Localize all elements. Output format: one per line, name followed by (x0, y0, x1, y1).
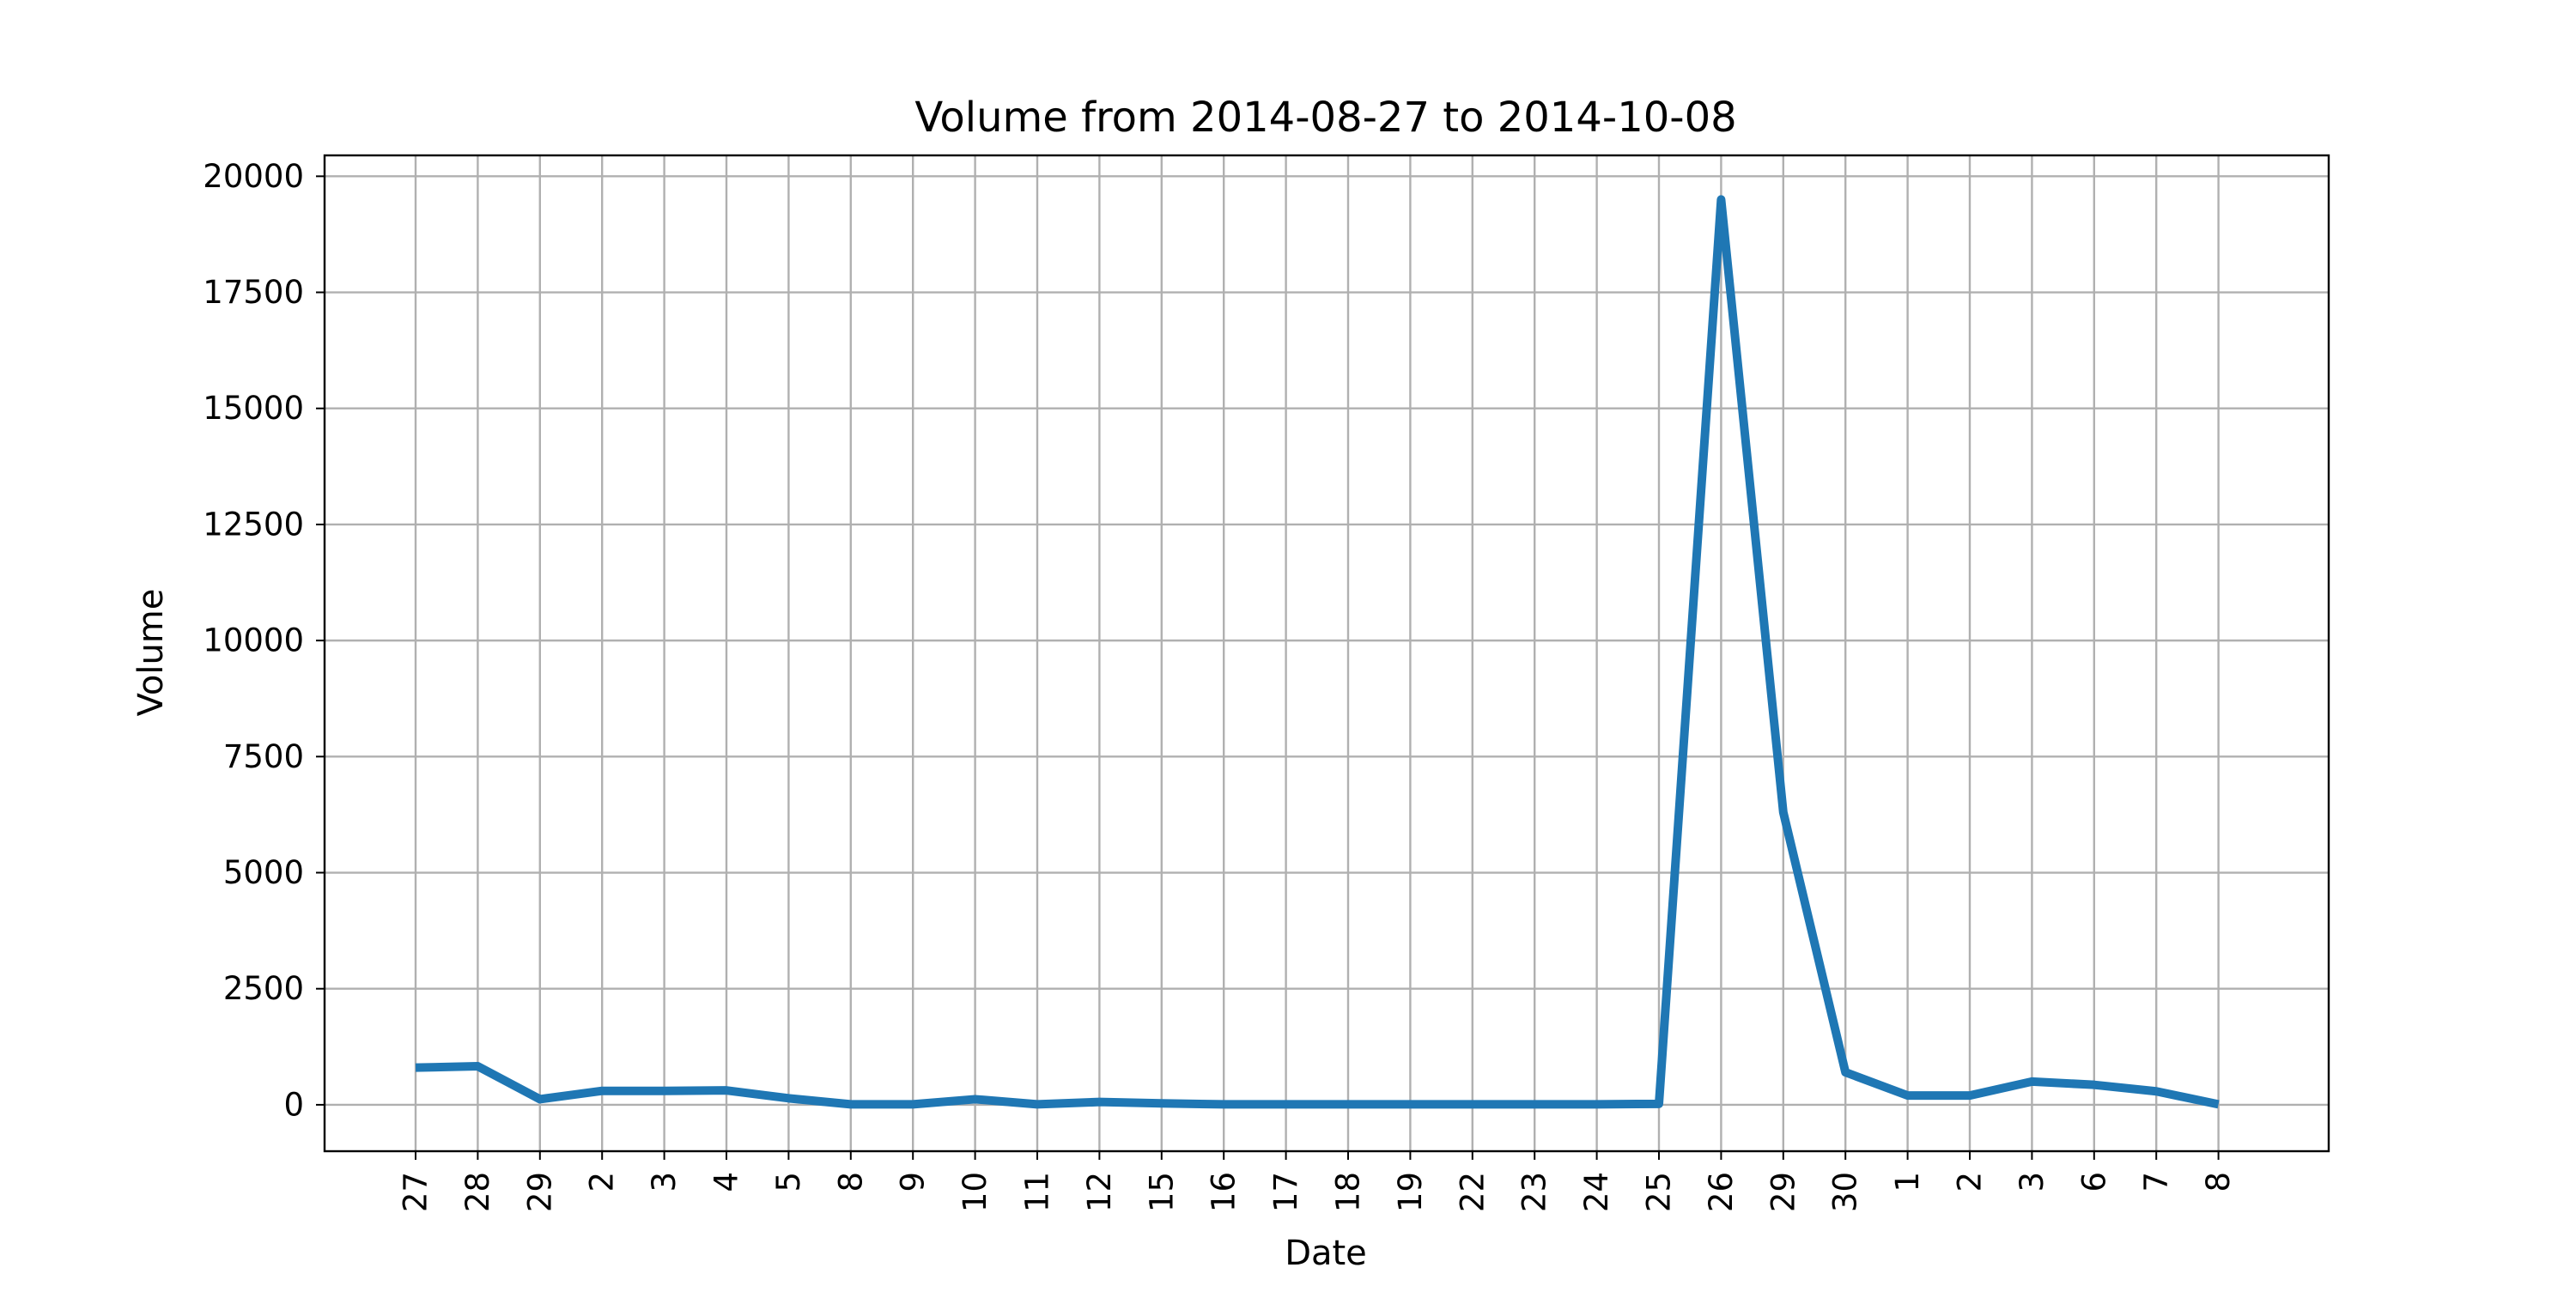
x-tick-label: 22 (1454, 1172, 1491, 1212)
x-tick-label: 24 (1578, 1172, 1615, 1212)
x-tick-label: 7 (2138, 1172, 2175, 1192)
x-tick-label: 11 (1019, 1172, 1056, 1212)
plot-frame (323, 154, 2330, 1153)
x-tick-label: 17 (1267, 1172, 1304, 1212)
x-tick-label: 27 (398, 1172, 434, 1212)
x-tick-label: 29 (521, 1172, 558, 1212)
x-axis-label: Date (1285, 1234, 1367, 1273)
y-tick-label: 10000 (203, 622, 304, 659)
x-tick-label: 3 (2014, 1172, 2050, 1192)
y-tick-label: 5000 (223, 854, 304, 891)
x-tick-label: 4 (708, 1172, 745, 1192)
y-tick-label: 15000 (203, 390, 304, 427)
y-tick-label: 12500 (203, 506, 304, 543)
x-tick-label: 8 (2200, 1172, 2237, 1192)
x-tick-label: 15 (1143, 1172, 1180, 1212)
y-tick-label: 20000 (203, 158, 304, 195)
x-tick-label: 12 (1081, 1172, 1118, 1212)
series (415, 195, 2220, 1109)
x-tick-label: 2 (1952, 1172, 1989, 1192)
y-tick-label: 2500 (223, 970, 304, 1007)
x-tick-label: 1 (1889, 1172, 1926, 1192)
x-tick-label: 23 (1516, 1172, 1553, 1212)
x-tick-label: 26 (1703, 1172, 1740, 1212)
x-tick-label: 16 (1206, 1172, 1242, 1212)
x-tick-label: 2 (584, 1172, 621, 1192)
axes: 27 28 29 2 3 4 5 8 9 10 11 12 15 16 17 18 19 22 23 24 25 26 29… (203, 154, 2330, 1212)
x-tick-label: 5 (770, 1172, 807, 1192)
x-tick-label: 9 (895, 1172, 932, 1192)
y-tick-label: 0 (283, 1086, 304, 1123)
x-tick-label: 28 (459, 1172, 496, 1212)
grid (325, 155, 2329, 1151)
x-tick-label: 25 (1641, 1172, 1678, 1212)
chart-title: Volume from 2014-08-27 to 2014-10-08 (914, 94, 1736, 142)
y-tick-label: 7500 (223, 738, 304, 775)
x-tick-label: 30 (1827, 1172, 1864, 1212)
x-tick-label: 8 (832, 1172, 869, 1192)
y-axis-label: Volume (131, 589, 171, 717)
y-tick-label: 17500 (203, 274, 304, 311)
x-tick-label: 29 (1765, 1172, 1801, 1212)
series-line (415, 195, 2220, 1109)
x-tick-label: 3 (646, 1172, 683, 1192)
x-tick-label: 19 (1392, 1172, 1429, 1212)
x-tick-label: 10 (957, 1172, 993, 1212)
x-tick-label: 18 (1330, 1172, 1367, 1212)
x-tick-label: 6 (2075, 1172, 2112, 1192)
